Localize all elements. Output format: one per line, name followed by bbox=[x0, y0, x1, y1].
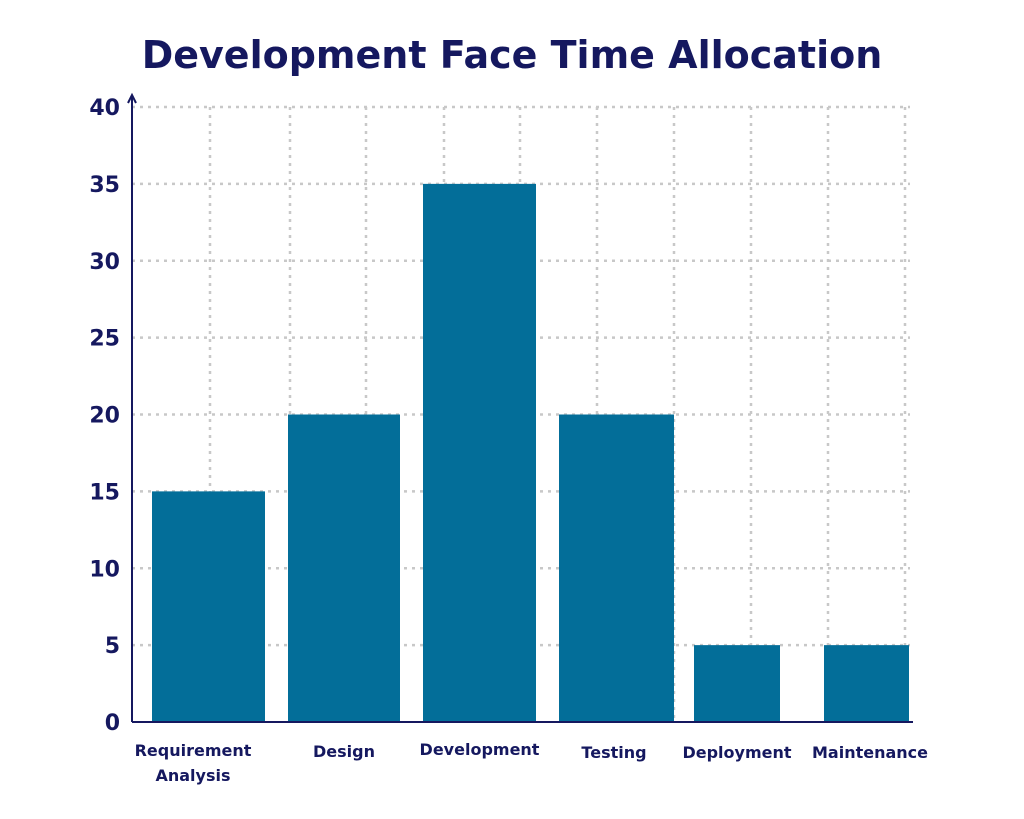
x-category-label: Requirement Analysis bbox=[135, 741, 252, 785]
x-category-label: Design bbox=[313, 742, 375, 761]
bar bbox=[423, 183, 536, 722]
bar bbox=[152, 491, 265, 722]
y-tick-label: 30 bbox=[89, 250, 120, 275]
y-tick-label: 10 bbox=[89, 557, 120, 582]
x-category-labels: Requirement Analysis Design Development Test… bbox=[135, 740, 929, 785]
y-tick-label: 0 bbox=[105, 711, 120, 736]
bar bbox=[694, 645, 780, 722]
y-tick-label: 25 bbox=[89, 327, 120, 352]
x-category-label-line: Testing bbox=[581, 743, 646, 762]
bar bbox=[288, 414, 400, 722]
x-category-label-line: Analysis bbox=[155, 766, 230, 785]
y-tick-label: 5 bbox=[105, 634, 120, 659]
bar bbox=[559, 414, 674, 722]
x-category-label: Maintenance bbox=[812, 743, 928, 762]
y-tick-label: 15 bbox=[89, 480, 120, 505]
x-category-label-line: Development bbox=[420, 740, 540, 759]
y-axis-arrow bbox=[127, 92, 137, 104]
y-tick-label: 35 bbox=[89, 173, 120, 198]
x-category-label: Development bbox=[420, 740, 540, 759]
chart-title: Development Face Time Allocation bbox=[142, 33, 883, 77]
bars bbox=[152, 183, 909, 722]
x-category-label-line: Deployment bbox=[682, 743, 791, 762]
x-category-label: Deployment bbox=[682, 743, 791, 762]
x-category-label-line: Design bbox=[313, 742, 375, 761]
bar bbox=[824, 645, 909, 722]
x-category-label-line: Requirement bbox=[135, 741, 252, 760]
y-tick-labels: 0 5 10 15 20 25 30 35 40 bbox=[89, 96, 120, 736]
y-tick-label: 40 bbox=[89, 96, 120, 121]
axes bbox=[127, 92, 913, 723]
x-category-label: Testing bbox=[581, 743, 646, 762]
y-tick-label: 20 bbox=[89, 404, 120, 429]
x-category-label-line: Maintenance bbox=[812, 743, 928, 762]
